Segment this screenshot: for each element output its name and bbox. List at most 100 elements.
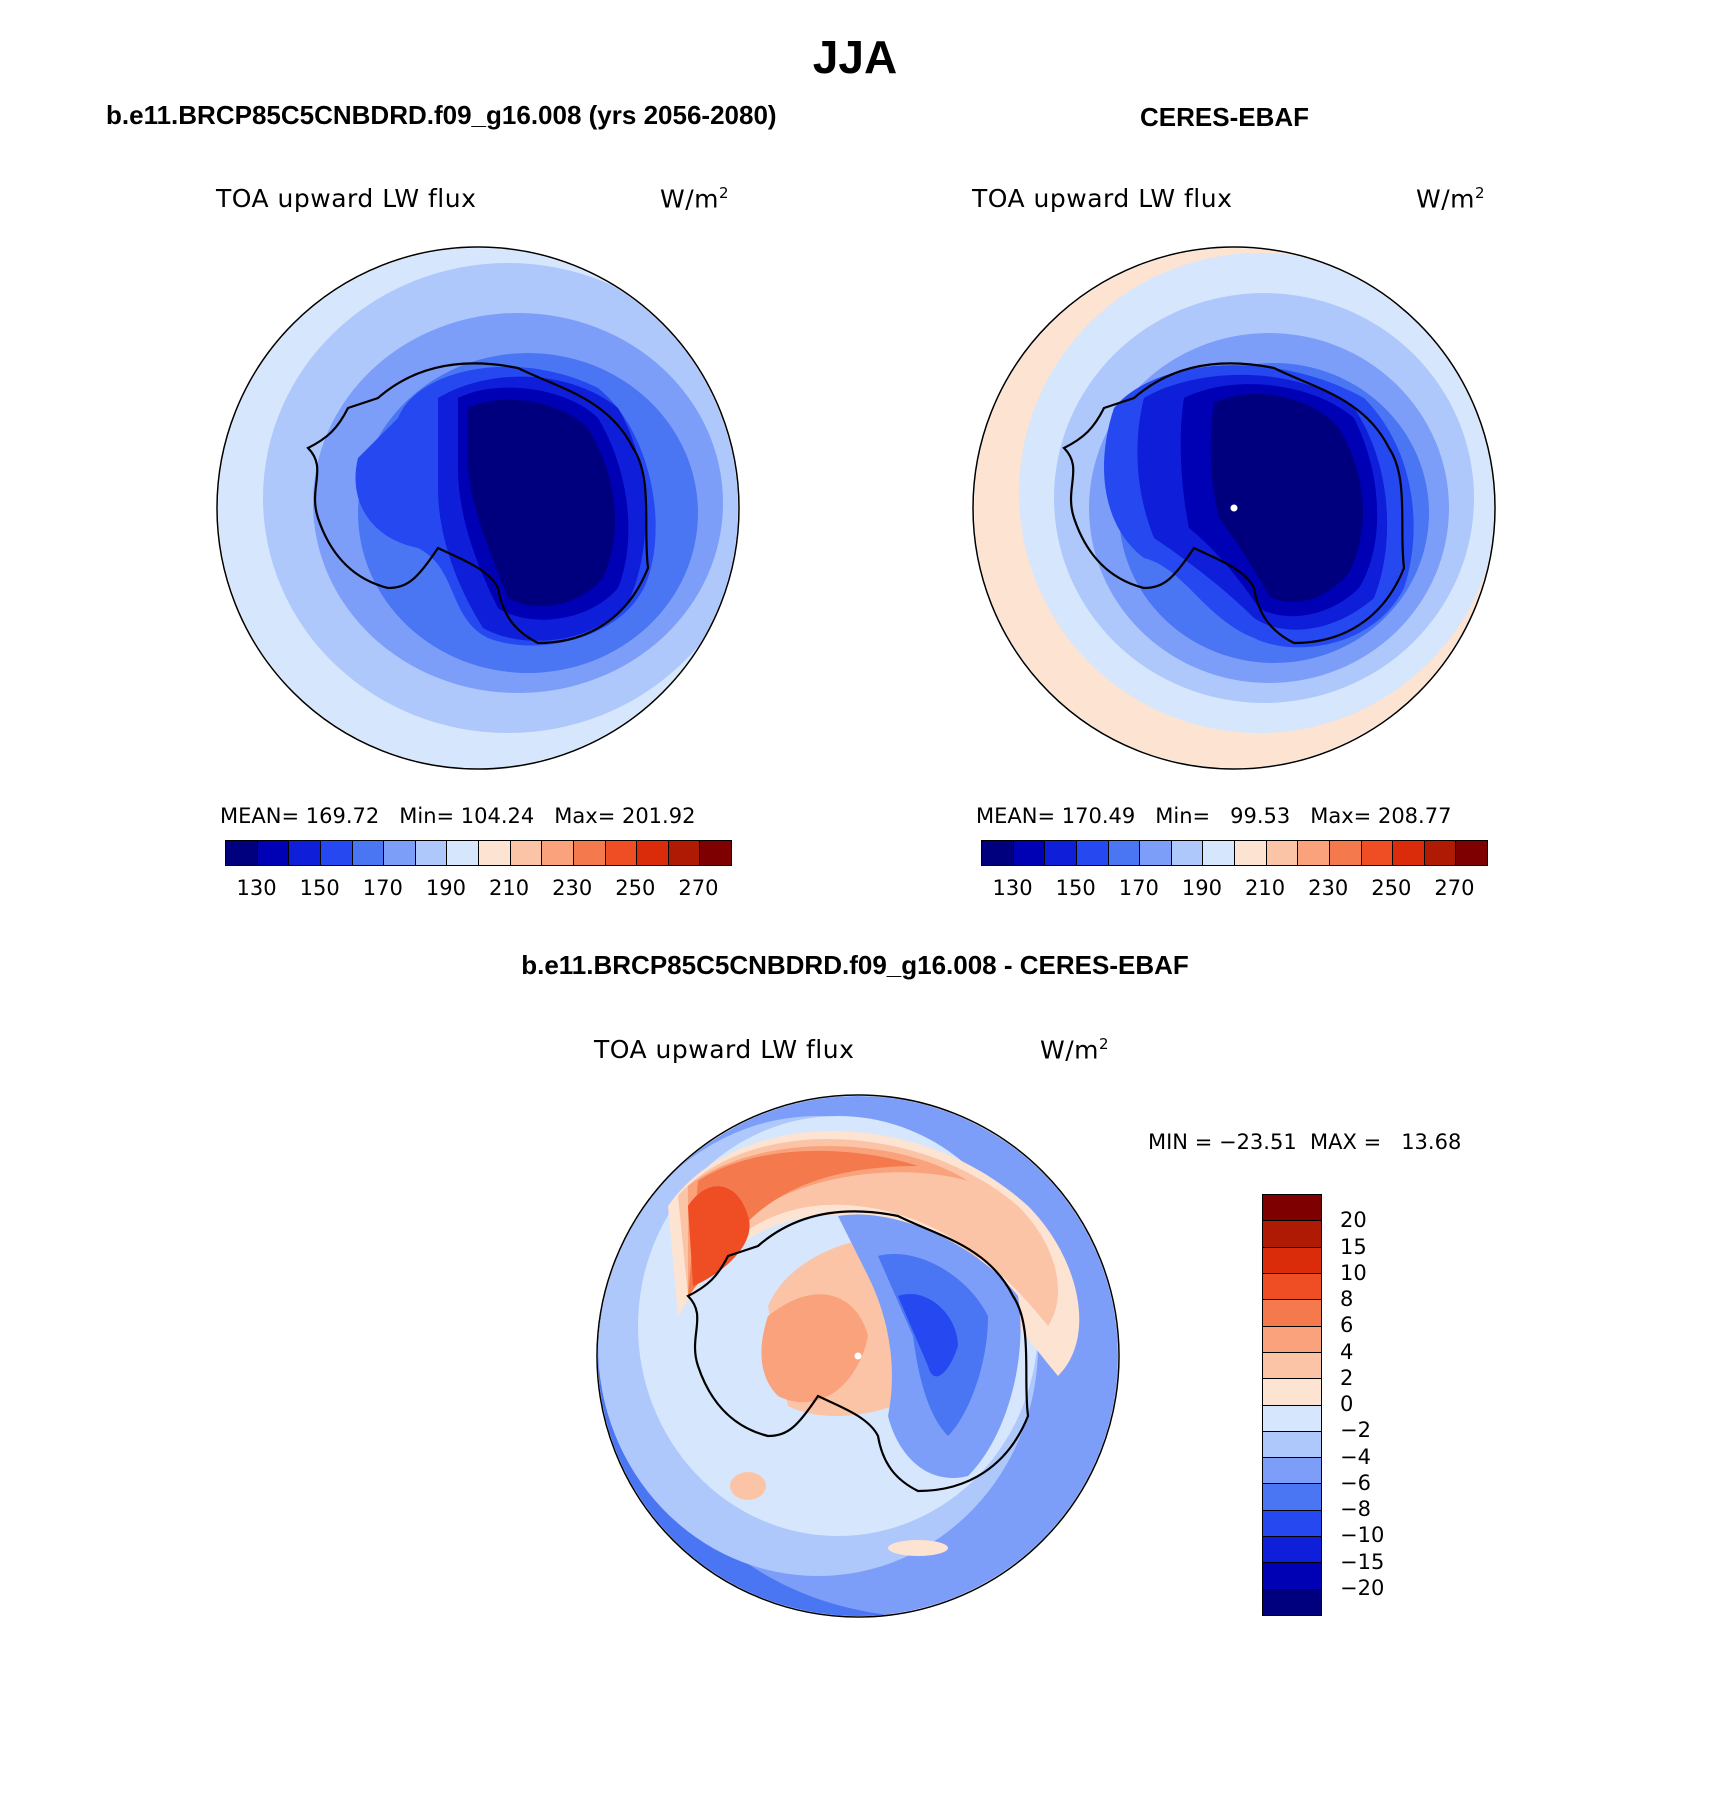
colorbar-cell	[320, 841, 353, 865]
colorbar-cell	[1263, 1221, 1321, 1248]
model-units-label: W/m2	[660, 184, 730, 214]
colorbar-cell	[352, 841, 385, 865]
colorbar-cell	[1235, 841, 1267, 865]
colorbar-cell	[1329, 841, 1362, 865]
colorbar-tick-label: 4	[1340, 1339, 1354, 1364]
colorbar-cell	[1045, 841, 1077, 865]
obs-variable-label: TOA upward LW flux	[972, 184, 1233, 213]
obs-stats: MEAN= 170.49 Min= 99.53 Max= 208.77	[976, 804, 1452, 828]
colorbar-cell	[257, 841, 290, 865]
colorbar-cell	[1263, 1537, 1321, 1564]
colorbar-tick-label: 210	[489, 876, 530, 900]
colorbar-cell	[1456, 841, 1487, 865]
obs-colorbar	[981, 840, 1488, 866]
colorbar-cell	[415, 841, 448, 865]
figure-title: JJA	[812, 31, 898, 83]
colorbar-tick-label: 230	[1308, 876, 1349, 900]
colorbar-cell	[479, 841, 511, 865]
obs-units-label: W/m2	[1416, 184, 1486, 214]
colorbar-cell	[1263, 1405, 1321, 1432]
colorbar-cell	[1171, 841, 1204, 865]
colorbar-tick-label: 170	[362, 876, 403, 900]
obs-polar-map	[972, 246, 1496, 770]
colorbar-tick-label: 190	[425, 876, 466, 900]
colorbar-tick-label: 210	[1245, 876, 1286, 900]
diff-stats: MIN = −23.51 MAX = 13.68	[1148, 1130, 1462, 1154]
colorbar-tick-label: 15	[1340, 1234, 1367, 1259]
colorbar-tick-label: −10	[1340, 1523, 1385, 1548]
diff-polar-map	[596, 1094, 1120, 1618]
colorbar-cell	[1263, 1379, 1321, 1406]
colorbar-cell	[982, 841, 1014, 865]
colorbar-cell	[1263, 1326, 1321, 1353]
colorbar-cell	[637, 841, 669, 865]
colorbar-cell	[1266, 841, 1299, 865]
colorbar-cell	[1076, 841, 1109, 865]
colorbar-tick-label: 8	[1340, 1287, 1354, 1311]
colorbar-tick-label: 250	[1371, 876, 1412, 900]
colorbar-cell	[1263, 1563, 1321, 1590]
colorbar-cell	[1013, 841, 1046, 865]
colorbar-tick-label: 130	[236, 876, 277, 900]
colorbar-cell	[1263, 1484, 1321, 1511]
colorbar-tick-label: −2	[1340, 1418, 1371, 1443]
colorbar-cell	[226, 841, 258, 865]
colorbar-cell	[668, 841, 701, 865]
colorbar-cell	[1298, 841, 1330, 865]
colorbar-tick-label: −4	[1340, 1444, 1371, 1469]
colorbar-cell	[1263, 1273, 1321, 1301]
diff-colorbar-ticks: 20 15 10 8 6 4 2 0 −2 −4 −6 −8 −10 −15 −20	[1340, 1194, 1420, 1614]
colorbar-cell	[289, 841, 321, 865]
diff-units-label: W/m2	[1040, 1035, 1110, 1065]
colorbar-cell	[1263, 1589, 1321, 1615]
diff-variable-label: TOA upward LW flux	[594, 1035, 855, 1064]
diff-panel-title: b.e11.BRCP85C5CNBDRD.f09_g16.008 - CERES…	[521, 950, 1189, 980]
model-variable-label: TOA upward LW flux	[216, 184, 477, 213]
colorbar-cell	[1263, 1431, 1321, 1459]
colorbar-cell	[1424, 841, 1457, 865]
colorbar-tick-label: 6	[1340, 1313, 1354, 1338]
colorbar-tick-label: 130	[992, 876, 1033, 900]
colorbar-cell	[1203, 841, 1235, 865]
colorbar-tick-label: 20	[1340, 1208, 1367, 1233]
colorbar-tick-label: −20	[1340, 1575, 1385, 1600]
colorbar-cell	[447, 841, 479, 865]
colorbar-cell	[605, 841, 638, 865]
colorbar-tick-label: 10	[1340, 1260, 1367, 1285]
colorbar-tick-label: 250	[615, 876, 656, 900]
colorbar-cell	[1263, 1195, 1321, 1222]
colorbar-tick-label: 150	[299, 876, 340, 900]
model-colorbar	[225, 840, 732, 866]
colorbar-tick-label: 170	[1118, 876, 1159, 900]
colorbar-cell	[1263, 1352, 1321, 1380]
colorbar-tick-label: −15	[1340, 1549, 1385, 1574]
colorbar-cell	[1393, 841, 1425, 865]
colorbar-cell	[1263, 1510, 1321, 1538]
colorbar-tick-label: 270	[678, 876, 719, 900]
colorbar-cell	[1263, 1300, 1321, 1327]
model-panel-title: b.e11.BRCP85C5CNBDRD.f09_g16.008 (yrs 20…	[106, 100, 777, 130]
model-polar-map	[216, 246, 740, 770]
colorbar-cell	[510, 841, 543, 865]
colorbar-cell	[1263, 1458, 1321, 1485]
colorbar-cell	[1361, 841, 1394, 865]
colorbar-tick-label: 270	[1434, 876, 1475, 900]
colorbar-tick-label: 230	[552, 876, 593, 900]
colorbar-cell	[1140, 841, 1172, 865]
obs-colorbar-ticks: 130 150 170 190 210 230 250 270	[981, 876, 1486, 904]
colorbar-tick-label: 2	[1340, 1365, 1354, 1390]
obs-panel-title: CERES-EBAF	[1140, 102, 1310, 132]
colorbar-cell	[542, 841, 574, 865]
diff-colorbar	[1262, 1194, 1322, 1616]
colorbar-tick-label: 150	[1055, 876, 1096, 900]
model-colorbar-ticks: 130 150 170 190 210 230 250 270	[225, 876, 730, 904]
colorbar-cell	[1108, 841, 1141, 865]
colorbar-tick-label: −6	[1340, 1470, 1371, 1495]
colorbar-cell	[1263, 1247, 1321, 1274]
colorbar-tick-label: −8	[1340, 1497, 1371, 1521]
colorbar-cell	[573, 841, 606, 865]
colorbar-tick-label: 0	[1340, 1392, 1354, 1416]
colorbar-cell	[700, 841, 731, 865]
colorbar-cell	[384, 841, 416, 865]
colorbar-tick-label: 190	[1181, 876, 1222, 900]
